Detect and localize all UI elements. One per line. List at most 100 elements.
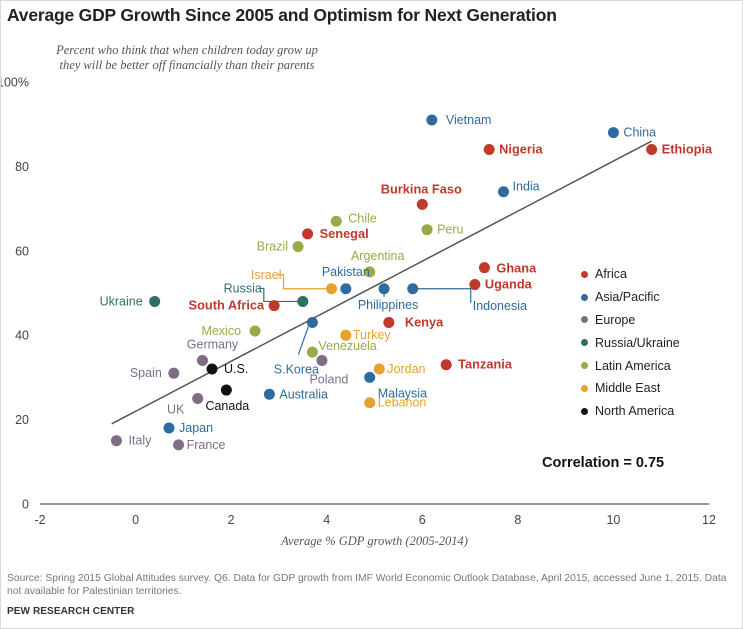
data-point-senegal — [302, 228, 314, 240]
data-label-poland: Poland — [309, 373, 348, 387]
legend-dot — [581, 293, 588, 301]
data-point-venezuela — [306, 346, 318, 358]
data-point-brazil — [292, 241, 304, 253]
data-point-south-africa — [268, 300, 280, 312]
data-point-australia — [263, 388, 275, 400]
data-label-kenya: Kenya — [405, 315, 444, 330]
data-point-u-s — [206, 363, 218, 375]
legend-label: Middle East — [595, 381, 661, 396]
data-label-israel: Israel — [251, 268, 282, 282]
legend-item: North America — [581, 400, 680, 423]
data-point-ghana — [478, 262, 490, 274]
x-tick-label: 10 — [606, 513, 620, 527]
data-point-uk — [192, 393, 204, 404]
data-point-spain — [168, 367, 180, 379]
data-point-kenya — [383, 317, 395, 329]
data-point-indonesia — [407, 283, 419, 295]
legend-dot — [581, 362, 588, 370]
legend-item: Europe — [581, 309, 680, 332]
data-label-russia: Russia — [224, 281, 262, 295]
y-tick-label: 40 — [15, 329, 29, 343]
legend-label: Russia/Ukraine — [595, 335, 680, 350]
data-label-s-korea: S.Korea — [274, 363, 319, 377]
data-point-turkey — [340, 329, 352, 341]
x-axis-title: Average % GDP growth (2005-2014) — [280, 534, 468, 548]
legend-dot — [581, 407, 588, 415]
data-label-vietnam: Vietnam — [446, 113, 492, 127]
data-point-china — [607, 127, 619, 139]
y-tick-label: 80 — [15, 160, 29, 174]
data-label-ghana: Ghana — [496, 261, 537, 276]
data-point-lebanon — [364, 397, 376, 409]
data-label-uk: UK — [167, 403, 185, 417]
data-label-france: France — [187, 438, 226, 452]
x-tick-label: 2 — [228, 513, 235, 527]
data-point-japan — [163, 422, 175, 434]
legend: Africa Asia/Pacific Europe Russia/Ukraine La… — [581, 263, 680, 423]
data-label-u-s: U.S. — [224, 362, 248, 376]
x-tick-label: -2 — [34, 513, 45, 527]
legend-dot — [581, 384, 588, 392]
data-point-israel — [325, 283, 337, 295]
data-label-jordan: Jordan — [387, 362, 425, 376]
data-label-uganda: Uganda — [485, 277, 533, 292]
data-point-canada — [220, 384, 232, 396]
leader-line-israel — [277, 274, 327, 290]
data-label-tanzania: Tanzania — [458, 357, 513, 372]
data-point-poland — [316, 355, 328, 367]
data-label-canada: Canada — [205, 399, 249, 413]
chart-subtitle: Percent who think that when children tod… — [11, 43, 363, 73]
data-point-chile — [330, 215, 342, 227]
data-label-australia: Australia — [279, 387, 328, 401]
data-label-south-africa: South Africa — [189, 298, 265, 313]
data-label-pakistan: Pakistan — [322, 265, 370, 279]
x-tick-label: 8 — [514, 513, 521, 527]
x-tick-label: 6 — [419, 513, 426, 527]
legend-item: Middle East — [581, 377, 680, 400]
data-label-chile: Chile — [348, 211, 377, 225]
data-point-vietnam — [426, 114, 438, 126]
data-label-india: India — [513, 180, 540, 194]
y-tick-label: 20 — [15, 413, 29, 427]
data-point-india — [498, 186, 510, 198]
y-tick-label: 0 — [22, 498, 29, 512]
data-point-ethiopia — [646, 144, 658, 156]
y-tick-label: 100% — [1, 76, 29, 90]
leader-line-s-korea — [297, 326, 309, 355]
data-point-burkina-faso — [416, 198, 428, 210]
data-point-tanzania — [440, 359, 452, 371]
data-label-ukraine: Ukraine — [100, 294, 143, 308]
legend-item: Latin America — [581, 354, 680, 377]
data-label-turkey: Turkey — [353, 328, 391, 342]
data-point-s-korea — [306, 317, 318, 329]
leader-line-indonesia — [417, 288, 472, 303]
data-point-peru — [421, 224, 433, 236]
data-label-venezuela: Venezuela — [318, 339, 376, 353]
data-label-mexico: Mexico — [201, 324, 241, 338]
data-label-china: China — [623, 126, 656, 140]
data-point-italy — [110, 435, 122, 447]
legend-item: Asia/Pacific — [581, 286, 680, 309]
y-tick-label: 60 — [15, 244, 29, 258]
legend-item: Africa — [581, 263, 680, 286]
data-label-argentina: Argentina — [351, 249, 405, 263]
data-label-nigeria: Nigeria — [499, 142, 543, 157]
legend-label: Europe — [595, 312, 636, 327]
leader-line-russia — [258, 287, 298, 303]
legend-dot — [581, 339, 588, 347]
data-label-japan: Japan — [179, 421, 213, 435]
scatter-plot: 0 20 40 60 80 100% -2 0 2 4 6 8 10 12 Average % GDP gr… — [1, 76, 716, 549]
data-point-mexico — [249, 325, 261, 337]
subtitle-line-2: they will be better off financially than… — [59, 58, 315, 72]
data-label-indonesia: Indonesia — [473, 299, 527, 313]
data-label-burkina-faso: Burkina Faso — [381, 181, 462, 196]
data-point-argentina — [364, 266, 376, 278]
data-label-lebanon: Lebanon — [378, 396, 427, 410]
trend-line — [111, 140, 653, 425]
data-label-senegal: Senegal — [320, 226, 369, 241]
data-label-spain: Spain — [130, 366, 162, 380]
data-point-malaysia — [364, 371, 376, 383]
data-point-uganda — [469, 279, 481, 291]
data-point-jordan — [373, 363, 385, 375]
